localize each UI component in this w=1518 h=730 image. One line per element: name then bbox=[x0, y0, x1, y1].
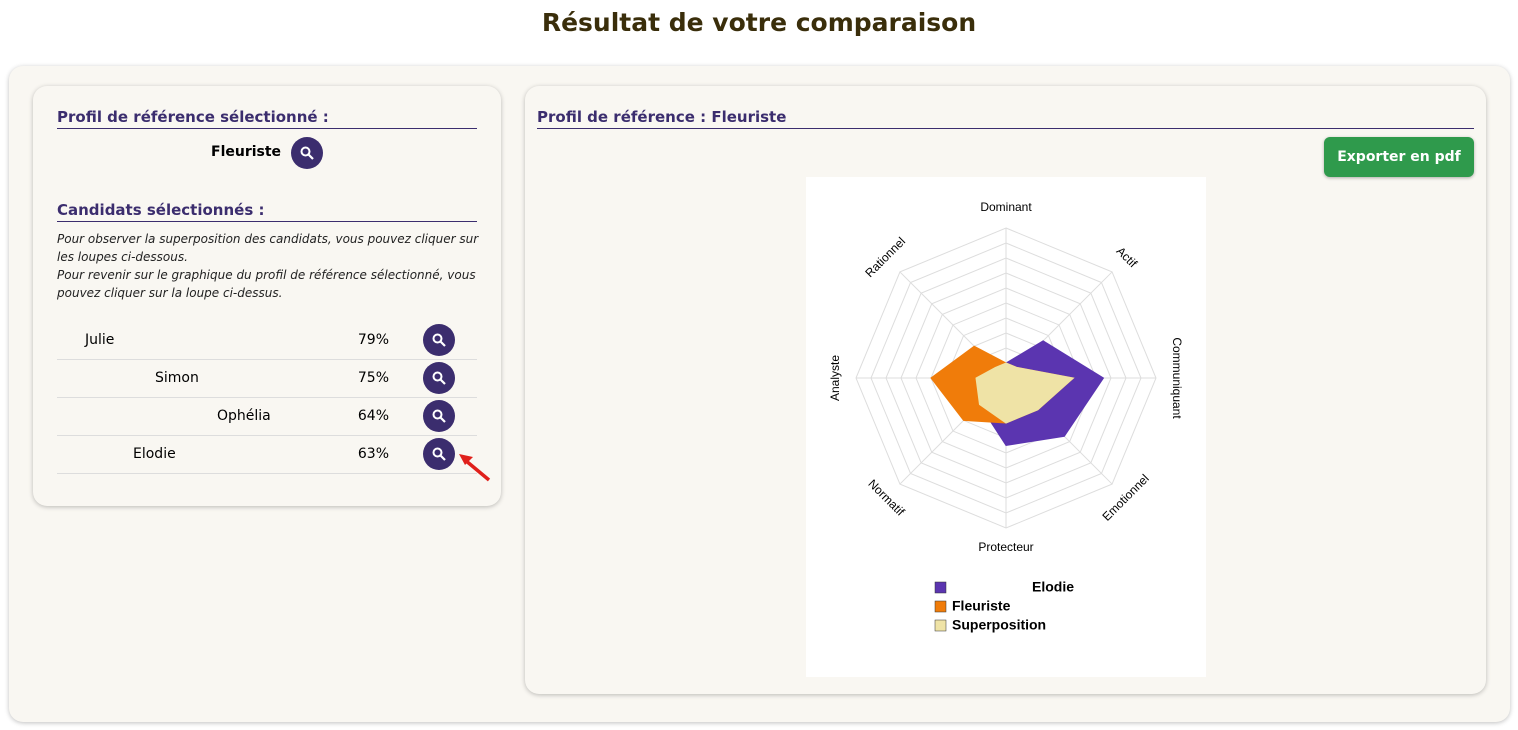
instruction: Pour revenir sur le graphique du profil … bbox=[57, 268, 476, 300]
search-button[interactable] bbox=[423, 362, 455, 394]
export-button[interactable]: Exporter en pdf bbox=[1324, 137, 1474, 177]
candidate-row: Julie 79% bbox=[57, 322, 477, 360]
search-button[interactable] bbox=[423, 400, 455, 432]
left-card: Profil de référence sélectionné : Fleuri… bbox=[33, 86, 501, 506]
candidate-row: Simon 75% bbox=[57, 360, 477, 398]
candidates-heading: Candidats sélectionnés : bbox=[57, 201, 477, 222]
search-icon bbox=[300, 146, 314, 160]
legend-label: Superposition bbox=[952, 617, 1046, 633]
candidate-name: Julie bbox=[85, 332, 115, 348]
instruction: Pour observer la superposition des candi… bbox=[57, 232, 479, 264]
search-button[interactable] bbox=[291, 137, 323, 169]
page-title: Résultat de votre comparaison bbox=[541, 8, 977, 37]
search-icon bbox=[432, 333, 446, 347]
search-icon bbox=[432, 409, 446, 423]
radar-area bbox=[975, 362, 1075, 424]
reference-name: Fleuriste bbox=[211, 144, 282, 160]
search-icon bbox=[432, 447, 446, 461]
axis-label: Communiquant bbox=[1170, 337, 1184, 419]
candidate-row: Ophélia 64% bbox=[57, 398, 477, 436]
axis-label: Actif bbox=[1114, 244, 1141, 271]
candidate-score: 64% bbox=[357, 408, 389, 424]
right-card: Profil de référence : Fleuriste Exporter… bbox=[525, 86, 1486, 694]
candidate-list: Julie 79% Simon 75% Ophélia 64% Elodie 6… bbox=[57, 322, 477, 474]
red-arrow bbox=[459, 454, 491, 482]
candidate-score: 75% bbox=[357, 370, 389, 386]
axis-label: Analyste bbox=[828, 355, 842, 401]
axis-label: Protecteur bbox=[978, 540, 1033, 554]
instructions: Pour observer la superposition des candi… bbox=[57, 230, 481, 302]
candidate-name: Ophélia bbox=[217, 408, 271, 424]
legend-swatch bbox=[934, 581, 947, 594]
legend-swatch bbox=[934, 600, 947, 613]
candidate-score: 79% bbox=[357, 332, 389, 348]
legend-label: Elodie bbox=[1032, 579, 1074, 595]
candidate-name: Simon bbox=[155, 370, 199, 386]
candidate-name: Elodie bbox=[133, 446, 176, 462]
search-button[interactable] bbox=[423, 438, 455, 470]
candidate-score: 63% bbox=[357, 446, 389, 462]
legend-swatch bbox=[934, 619, 947, 632]
legend-label: Fleuriste bbox=[952, 598, 1011, 614]
reference-heading: Profil de référence sélectionné : bbox=[57, 108, 477, 129]
search-icon bbox=[432, 371, 446, 385]
axis-label: Dominant bbox=[980, 200, 1032, 214]
radar-chart: DominantActifCommuniquantEmotionnelProte… bbox=[806, 177, 1206, 677]
chart-heading: Profil de référence : Fleuriste bbox=[537, 108, 1474, 129]
candidate-row: Elodie 63% bbox=[57, 436, 477, 474]
search-button[interactable] bbox=[423, 324, 455, 356]
